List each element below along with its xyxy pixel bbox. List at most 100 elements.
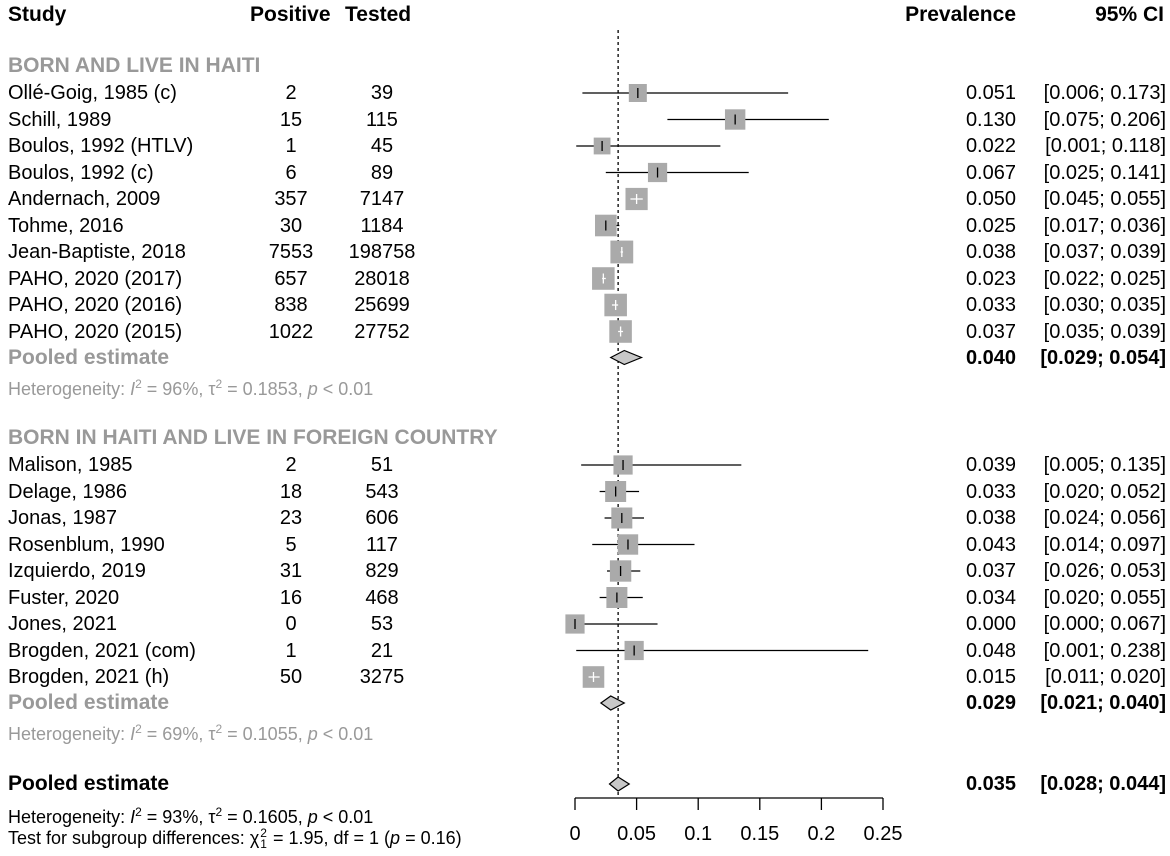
positive-count: 1 <box>285 639 297 662</box>
tested-count: 543 <box>365 480 399 503</box>
prevalence-value: 0.023 <box>965 267 1016 290</box>
tested-count: 468 <box>365 586 399 609</box>
tested-count: 39 <box>370 82 394 104</box>
tested-count: 198758 <box>348 241 416 263</box>
study-name: Boulos, 1992 (c) <box>8 161 154 184</box>
subgroup-stat: = 1.95, df = 1 ( <box>267 828 391 848</box>
tested-count: 53 <box>370 613 394 635</box>
tested-count: 606 <box>365 507 399 529</box>
het-tau-value: = 0.1853, <box>222 378 308 399</box>
prevalence-value: 0.038 <box>965 241 1016 263</box>
positive-count: 357 <box>274 188 308 210</box>
tested-count: 115 <box>366 108 398 131</box>
pooled-diamond <box>609 349 644 366</box>
het-sup: 2 <box>215 376 223 391</box>
ci-value: [0.000; 0.067] <box>1043 613 1166 635</box>
x-axis-tick-label: 0.2 <box>807 823 835 845</box>
study-name: Brogden, 2021 (com) <box>8 639 196 662</box>
ci-value: [0.035; 0.039] <box>1043 320 1166 343</box>
study-name: PAHO, 2020 (2016) <box>8 294 183 316</box>
het-p: p <box>307 378 318 399</box>
group-label: BORN IN HAITI AND LIVE IN FOREIGN COUNTR… <box>8 426 498 449</box>
header-study: Study <box>8 3 67 26</box>
study-name: Andernach, 2009 <box>8 188 161 210</box>
het-tau: τ <box>208 807 216 827</box>
tested-count: 51 <box>370 454 394 476</box>
prevalence-value: 0.037 <box>965 560 1016 582</box>
pooled-ci: [0.029; 0.054] <box>1040 346 1166 369</box>
study-name: Jean-Baptiste, 2018 <box>8 241 186 263</box>
group-label: BORN AND LIVE IN HAITI <box>8 54 261 77</box>
positive-count: 50 <box>279 666 303 688</box>
study-name: PAHO, 2020 (2017) <box>8 267 183 290</box>
ci-value: [0.022; 0.025] <box>1043 267 1166 290</box>
ci-value: [0.025; 0.141] <box>1043 161 1166 184</box>
tested-count: 3275 <box>359 666 405 688</box>
het-tau-value: = 0.1605, <box>222 807 308 827</box>
pooled-prevalence: 0.040 <box>965 346 1016 369</box>
ci-value: [0.026; 0.053] <box>1043 560 1166 582</box>
study-name: Ollé-Goig, 1985 (c) <box>8 82 177 104</box>
positive-count: 23 <box>279 507 303 529</box>
het-p-value: < 0.01 <box>317 807 374 827</box>
study-name: Boulos, 1992 (HTLV) <box>8 135 194 157</box>
ci-value: [0.011; 0.020] <box>1045 666 1166 688</box>
prevalence-value: 0.051 <box>965 82 1016 104</box>
ci-value: [0.014; 0.097] <box>1043 533 1166 556</box>
het-p: p <box>307 724 318 744</box>
prevalence-value: 0.022 <box>965 135 1016 157</box>
study-name: Fuster, 2020 <box>8 586 120 609</box>
het-tau: τ <box>208 724 216 744</box>
pooled-diamond <box>599 695 626 711</box>
positive-count: 6 <box>285 161 297 184</box>
chi-sup: 2 <box>260 826 267 841</box>
x-axis-tick-label: 0.1 <box>684 823 712 845</box>
tested-count: 27752 <box>354 320 410 343</box>
tested-count: 25699 <box>354 294 410 316</box>
het-i-value: = 93%, <box>141 807 209 827</box>
tested-count: 45 <box>370 135 394 157</box>
tested-count: 28018 <box>354 267 410 290</box>
prevalence-value: 0.033 <box>965 480 1016 503</box>
het-i: I <box>130 807 136 827</box>
positive-count: 5 <box>285 533 297 556</box>
prevalence-value: 0.034 <box>965 586 1016 609</box>
study-name: Brogden, 2021 (h) <box>8 666 170 688</box>
het-sup: 2 <box>215 722 223 736</box>
study-name: Izquierdo, 2019 <box>8 560 146 582</box>
het-sup: 2 <box>215 805 223 819</box>
header-tested: Tested <box>345 3 412 26</box>
x-axis-tick-label: 0 <box>569 823 580 845</box>
study-name: Malison, 1985 <box>8 454 133 476</box>
positive-count: 18 <box>279 480 303 503</box>
overall-pooled-label: Pooled estimate <box>8 772 170 795</box>
subgroup-prefix: Test for subgroup differences: <box>8 828 250 848</box>
tested-count: 117 <box>366 533 398 556</box>
ci-value: [0.037; 0.039] <box>1043 241 1166 263</box>
het-prefix: Heterogeneity: <box>8 724 131 744</box>
header-ci: 95% CI <box>1095 3 1164 26</box>
ci-value: [0.030; 0.035] <box>1043 294 1166 316</box>
overall-heterogeneity: Heterogeneity: I2 = 93%, τ2 = 0.1605, p … <box>8 800 373 829</box>
positive-count: 16 <box>279 586 303 609</box>
pooled-label: Pooled estimate <box>8 345 170 369</box>
header-positive: Positive <box>250 3 331 26</box>
ci-value: [0.006; 0.173] <box>1043 82 1166 104</box>
tested-count: 1184 <box>360 214 404 237</box>
het-prefix: Heterogeneity: <box>8 378 131 399</box>
pooled-prevalence: 0.029 <box>965 692 1016 714</box>
het-p-value: < 0.01 <box>317 724 374 744</box>
prevalence-value: 0.039 <box>965 454 1016 476</box>
positive-count: 31 <box>279 560 303 582</box>
study-name: PAHO, 2020 (2015) <box>8 320 183 343</box>
het-i-value: = 96%, <box>141 378 209 399</box>
subgroup-p: p <box>390 828 401 848</box>
ci-value: [0.020; 0.055] <box>1043 586 1166 609</box>
het-p: p <box>307 807 318 827</box>
positive-count: 0 <box>285 613 297 635</box>
overall-prevalence: 0.035 <box>965 773 1016 795</box>
study-name: Tohme, 2016 <box>8 214 124 237</box>
study-name: Jones, 2021 <box>8 613 117 635</box>
